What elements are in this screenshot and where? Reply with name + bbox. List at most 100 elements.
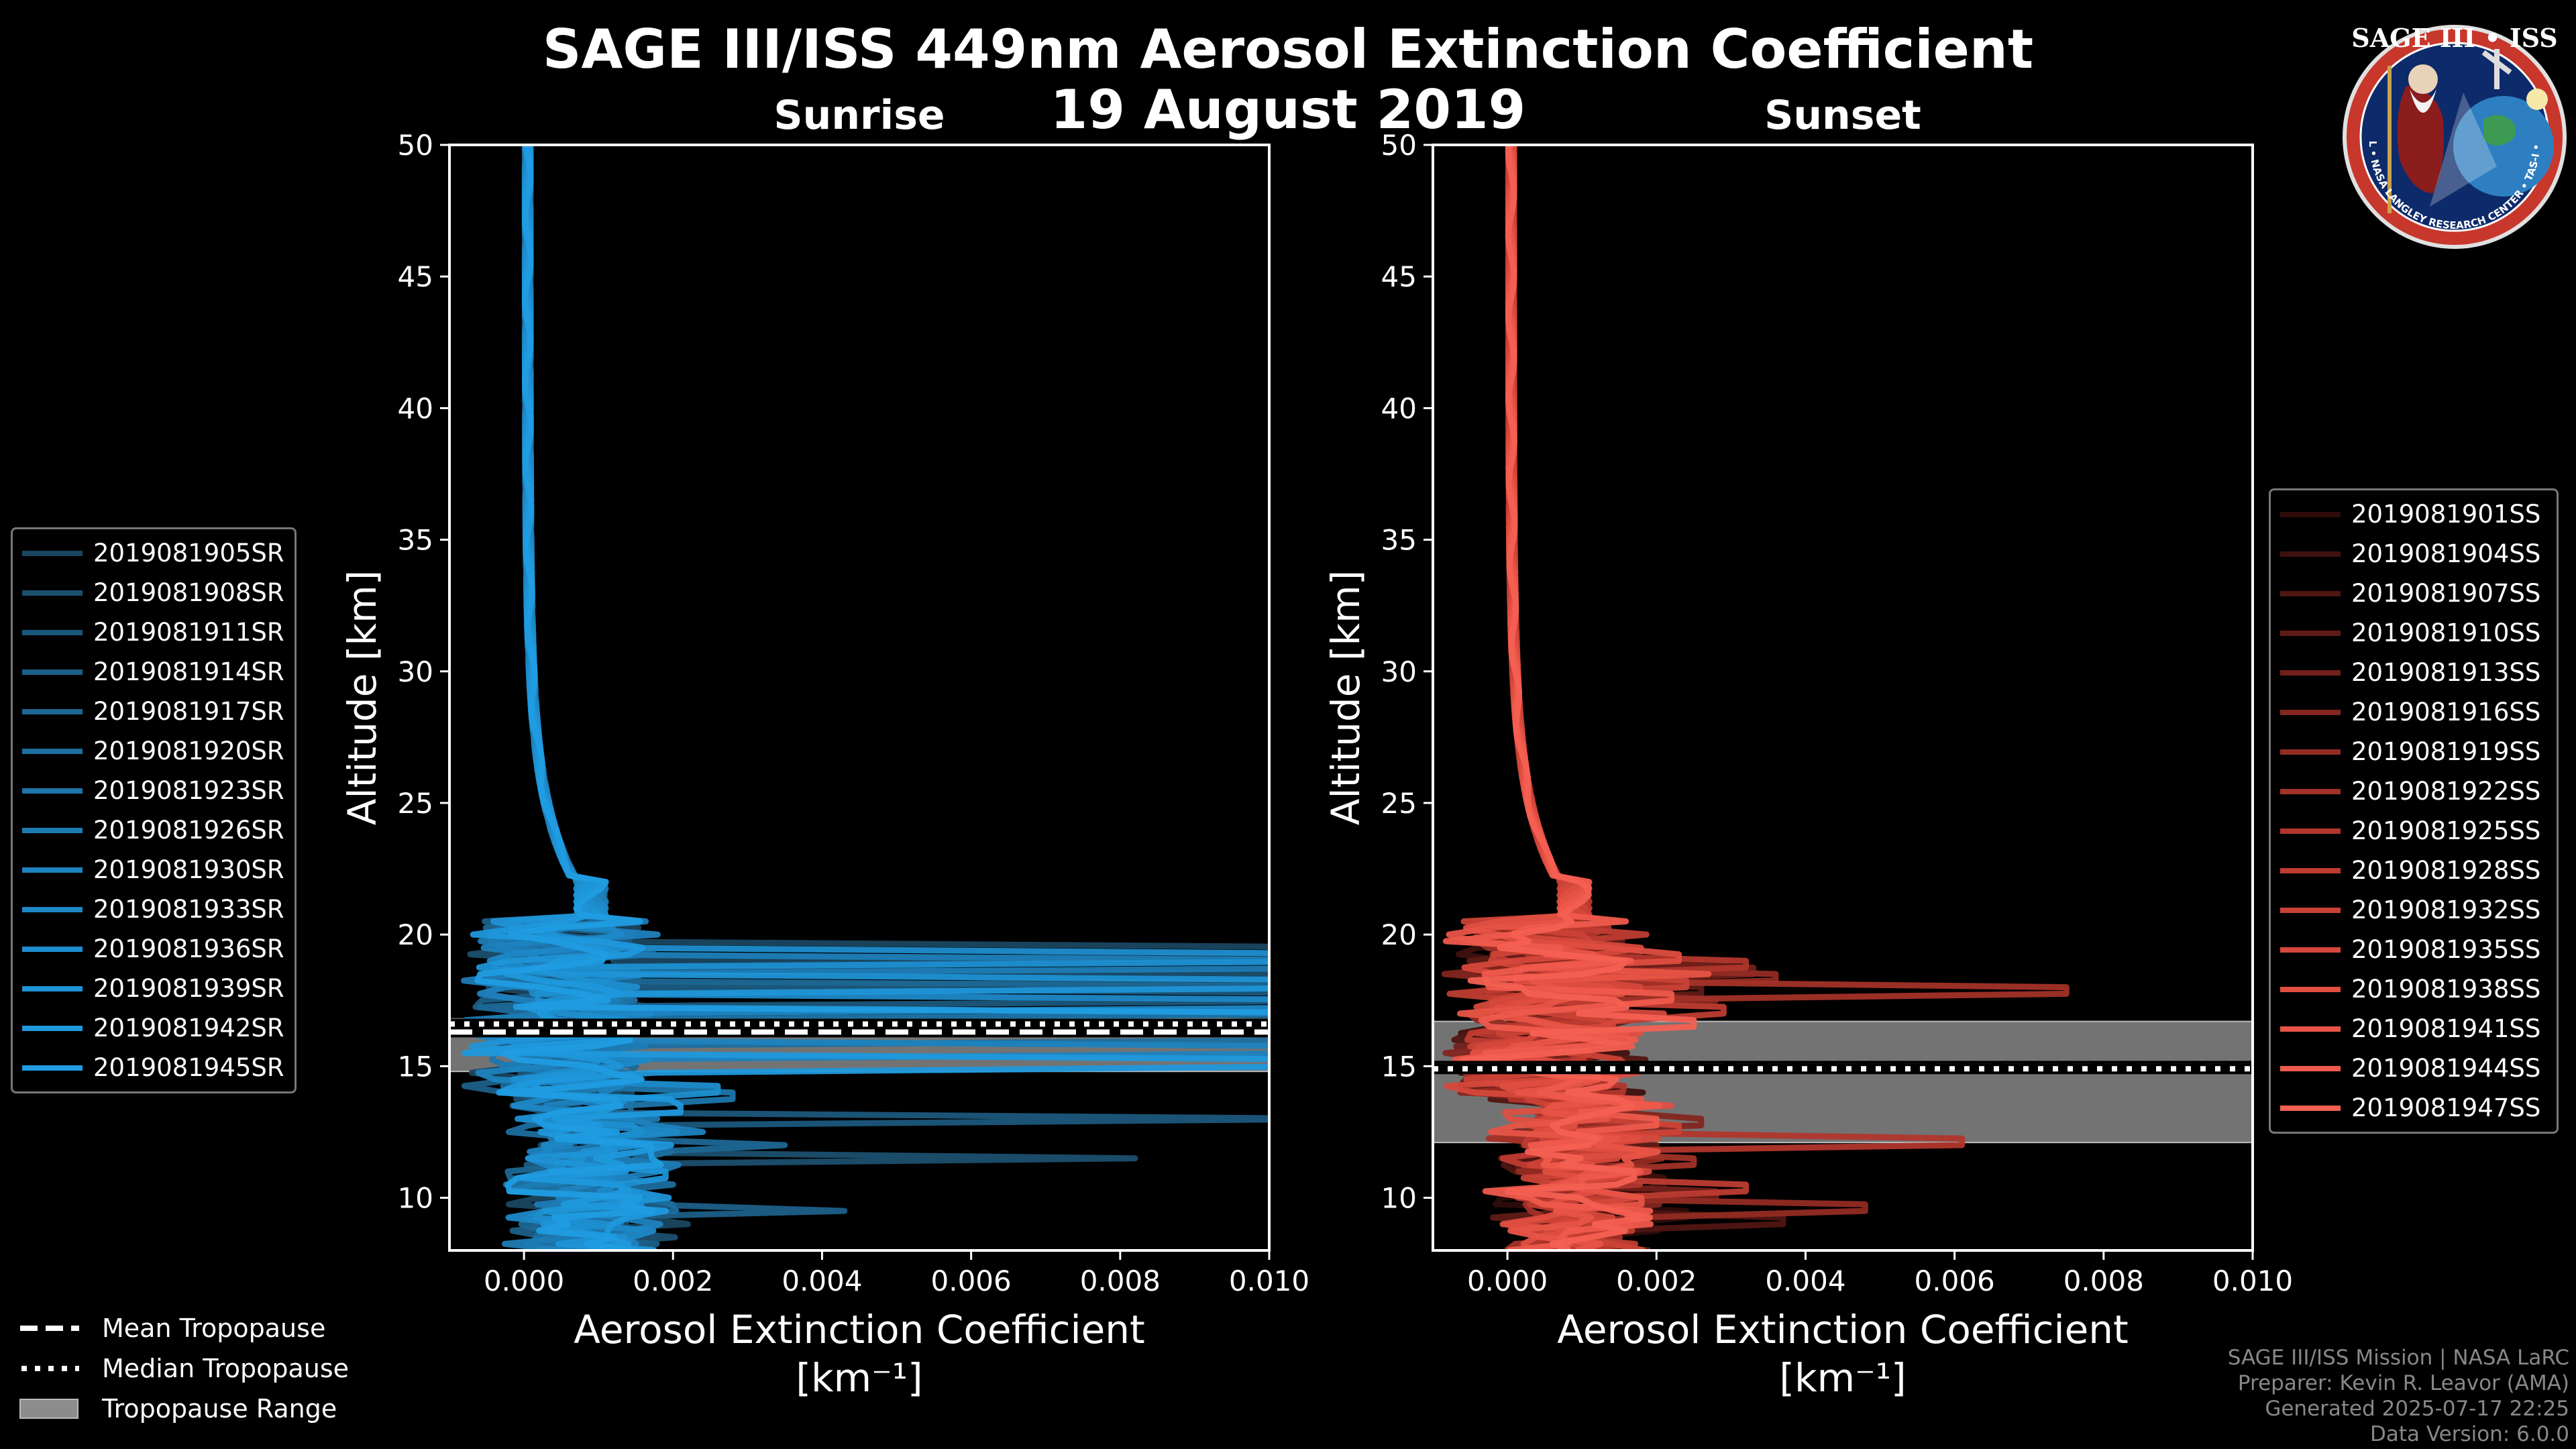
legend-swatch (2280, 986, 2341, 992)
legend-swatch (22, 550, 83, 556)
sunrise-xtick-label: 0.006 (931, 1265, 1012, 1297)
legend-item: 2019081935SS (2271, 930, 2557, 969)
sunrise-ytick-label: 20 (398, 918, 433, 951)
legend-label: 2019081922SS (2351, 777, 2541, 806)
legend-item: 2019081916SS (2271, 692, 2557, 732)
sunrise-ytick-label: 35 (398, 524, 433, 557)
legend-item: 2019081942SR (13, 1008, 294, 1048)
credits-mission: SAGE III/ISS Mission | NASA LaRC (2227, 1346, 2569, 1370)
legend-swatch (2280, 511, 2341, 517)
legend-item: 2019081911SR (13, 612, 294, 652)
sunrise-y-axis-label: Altitude [km] (339, 570, 385, 825)
legend-swatch (22, 906, 83, 912)
sunset-plot-frame (1432, 144, 2254, 1252)
legend-swatch (2280, 947, 2341, 953)
legend-item: 2019081930SR (13, 850, 294, 890)
sunrise-xtick-label: 0.002 (633, 1265, 713, 1297)
sunrise-ytick-label: 40 (398, 392, 433, 425)
legend-swatch (2280, 630, 2341, 636)
sunset-ytick-label: 25 (1381, 787, 1417, 820)
sunrise-series-group (461, 145, 1269, 1250)
legend-item: 2019081920SR (13, 731, 294, 771)
sunset-y-axis-label: Altitude [km] (1323, 570, 1368, 825)
tropopause-legend-range: Tropopause Range (19, 1389, 349, 1429)
sunrise-series-2019081936SR (500, 145, 1269, 1250)
legend-swatch (2280, 788, 2341, 794)
sunrise-series-2019081945SR (474, 145, 1269, 1250)
legend-item: 2019081907SS (2271, 574, 2557, 613)
legend-swatch (2280, 828, 2341, 834)
legend-item: 2019081926SR (13, 810, 294, 850)
tropopause-legend-median: Median Tropopause (19, 1348, 349, 1389)
sunrise-ytick-label: 15 (398, 1050, 433, 1083)
legend-item: 2019081938SS (2271, 969, 2557, 1009)
sunrise-legend: 2019081905SR 2019081908SR 2019081911SR 2019… (11, 527, 297, 1093)
credits-generated: Generated 2025-07-17 22:25 (2265, 1397, 2569, 1421)
legend-label: 2019081904SS (2351, 539, 2541, 568)
legend-item: 2019081922SS (2271, 771, 2557, 811)
legend-item: 2019081910SS (2271, 613, 2557, 653)
tropopause-legend: Mean Tropopause Median Tropopause Tropop… (19, 1308, 349, 1429)
legend-item: 2019081904SS (2271, 534, 2557, 574)
sunrise-xtick-label: 0.000 (484, 1265, 564, 1297)
legend-label: 2019081910SS (2351, 619, 2541, 647)
chart-subtitle-date: 19 August 2019 (1050, 78, 1526, 141)
median-tropopause-label: Median Tropopause (102, 1354, 349, 1383)
legend-swatch (2280, 1065, 2341, 1071)
legend-label: 2019081919SS (2351, 737, 2541, 766)
legend-swatch (22, 748, 83, 754)
legend-swatch (22, 590, 83, 596)
sunset-ytick-label: 10 (1381, 1182, 1417, 1215)
sunset-xtick-label: 0.004 (1765, 1265, 1845, 1297)
sunset-panel-title: Sunset (1764, 92, 1921, 139)
legend-swatch (22, 669, 83, 675)
legend-label: 2019081914SR (93, 657, 284, 686)
sunset-ytick-label: 20 (1381, 918, 1417, 951)
legend-label: 2019081926SR (93, 816, 284, 845)
legend-swatch (22, 827, 83, 833)
legend-swatch (22, 985, 83, 991)
sunrise-ytick-label: 25 (398, 787, 433, 820)
legend-label: 2019081947SS (2351, 1093, 2541, 1122)
legend-swatch (2280, 590, 2341, 596)
legend-item: 2019081908SR (13, 573, 294, 612)
tropopause-range-label: Tropopause Range (102, 1394, 337, 1424)
legend-label: 2019081907SS (2351, 579, 2541, 608)
legend-label: 2019081932SS (2351, 896, 2541, 924)
legend-swatch (22, 1065, 83, 1071)
legend-item: 2019081928SS (2271, 851, 2557, 890)
sunset-xtick-label: 0.006 (1915, 1265, 1995, 1297)
earth-icon (2453, 96, 2554, 197)
legend-swatch (22, 1025, 83, 1031)
mean-tropopause-label: Mean Tropopause (102, 1313, 326, 1343)
sunrise-ytick-label: 10 (398, 1182, 433, 1215)
legend-label: 2019081905SR (93, 539, 284, 568)
legend-label: 2019081923SR (93, 776, 284, 805)
sunset-xtick-label: 0.000 (1467, 1265, 1548, 1297)
sunrise-ytick-label: 50 (398, 129, 433, 162)
legend-item: 2019081933SR (13, 890, 294, 929)
legend-swatch (22, 788, 83, 794)
legend-item: 2019081913SS (2271, 653, 2557, 692)
sunset-xtick-label: 0.002 (1616, 1265, 1697, 1297)
legend-item: 2019081936SR (13, 929, 294, 969)
legend-item: 2019081941SS (2271, 1009, 2557, 1049)
legend-item: 2019081905SR (13, 533, 294, 573)
legend-item: 2019081947SS (2271, 1088, 2557, 1128)
legend-label: 2019081941SS (2351, 1014, 2541, 1043)
legend-item: 2019081945SR (13, 1048, 294, 1087)
legend-swatch (2280, 907, 2341, 913)
sunrise-x-axis-label: Aerosol Extinction Coefficient (574, 1307, 1145, 1352)
legend-label: 2019081945SR (93, 1053, 284, 1082)
legend-swatch (2280, 867, 2341, 873)
sunset-legend: 2019081901SS 2019081904SS 2019081907SS 2019… (2269, 488, 2559, 1134)
sunrise-xtick-label: 0.010 (1229, 1265, 1309, 1297)
legend-label: 2019081930SR (93, 855, 284, 884)
legend-swatch (2280, 1026, 2341, 1032)
legend-label: 2019081942SR (93, 1014, 284, 1042)
sunset-xtick-label: 0.010 (2212, 1265, 2293, 1297)
credits-preparer: Preparer: Kevin R. Leavor (AMA) (2237, 1371, 2569, 1395)
sunrise-plot: 0.000 0.002 0.004 0.006 0.008 0.010 10 15 20 25 30… (339, 92, 1309, 1401)
sunset-ytick-label: 35 (1381, 524, 1417, 557)
